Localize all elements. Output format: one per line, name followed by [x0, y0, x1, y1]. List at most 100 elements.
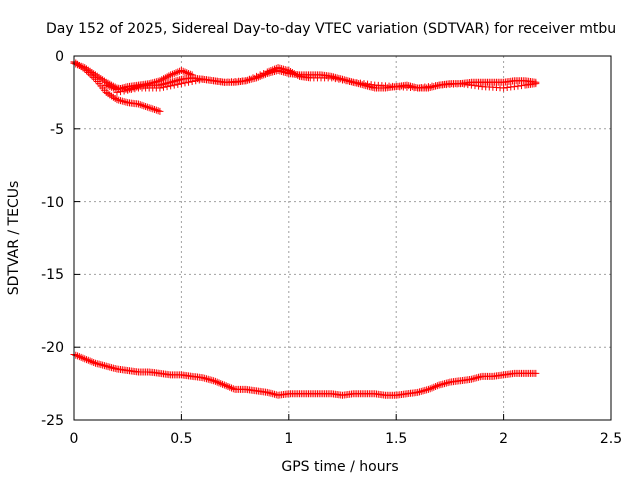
- data-point: [72, 351, 80, 359]
- data-point: [93, 72, 101, 80]
- data-point: [90, 70, 98, 78]
- data-point: [84, 356, 92, 364]
- data-point: [152, 106, 160, 114]
- x-tick-label: 1: [284, 431, 293, 447]
- data-point: [342, 77, 350, 85]
- x-tick-labels: 0 0.5 1 1.5 2 2.5: [70, 431, 623, 447]
- data-point: [102, 88, 110, 96]
- data-point: [170, 69, 178, 77]
- data-point: [74, 61, 82, 69]
- data-point: [188, 77, 196, 85]
- data-point: [267, 67, 275, 75]
- data-point: [156, 84, 164, 92]
- data-point: [83, 356, 91, 364]
- data-point: [102, 78, 110, 86]
- data-point: [91, 71, 99, 79]
- data-point: [428, 384, 436, 392]
- data-point: [81, 355, 89, 363]
- data-point: [346, 77, 354, 85]
- data-point: [185, 78, 193, 86]
- data-point: [97, 75, 105, 83]
- data-point: [270, 65, 278, 73]
- data-point: [220, 381, 228, 389]
- x-tick-label: 1.5: [385, 431, 407, 447]
- y-tick-label: 0: [55, 49, 64, 65]
- data-point: [88, 69, 96, 77]
- data-point: [213, 378, 221, 386]
- data-point: [83, 65, 91, 73]
- data-point: [290, 69, 298, 77]
- data-point: [294, 71, 302, 79]
- data-point: [108, 81, 116, 89]
- data-point: [179, 67, 187, 75]
- data-point: [149, 105, 157, 113]
- data-point: [77, 62, 85, 70]
- data-point: [90, 358, 98, 366]
- data-point: [156, 107, 164, 115]
- data-point: [265, 67, 273, 75]
- x-tick-label: 2.5: [600, 431, 622, 447]
- data-point: [88, 358, 96, 366]
- data-point: [140, 102, 148, 110]
- data-point: [106, 91, 114, 99]
- data-point: [165, 72, 173, 80]
- data-point: [145, 104, 153, 112]
- x-axis-label: GPS time / hours: [281, 459, 398, 475]
- data-point: [228, 384, 236, 392]
- y-tick-labels: 0 -5 -10 -15 -20 -25: [41, 49, 64, 429]
- y-tick-label: -5: [50, 122, 64, 138]
- data-point: [219, 380, 227, 388]
- data-point: [74, 352, 82, 360]
- data-point: [108, 92, 116, 100]
- data-point: [154, 107, 162, 115]
- data-point: [86, 357, 94, 365]
- data-point: [242, 77, 250, 85]
- data-point: [249, 74, 257, 82]
- data-point: [226, 383, 234, 391]
- data-point: [285, 67, 293, 75]
- data-point: [167, 71, 175, 79]
- data-point: [192, 77, 200, 85]
- data-point: [253, 72, 261, 80]
- data-point: [109, 82, 117, 90]
- data-point: [142, 102, 150, 110]
- data-point: [160, 83, 167, 91]
- data-point: [143, 103, 151, 111]
- data-point: [269, 66, 277, 74]
- data-point: [167, 82, 175, 90]
- data-point: [136, 101, 144, 109]
- data-point: [131, 85, 139, 93]
- data-point: [339, 76, 346, 84]
- data-point: [113, 88, 121, 96]
- data-point: [117, 88, 125, 96]
- data-point: [245, 75, 253, 83]
- data-point: [111, 83, 119, 91]
- data-point: [222, 382, 230, 390]
- data-point: [86, 67, 94, 75]
- data-point: [151, 106, 159, 114]
- y-tick-label: -25: [41, 413, 64, 429]
- data-point: [215, 379, 223, 387]
- data-point: [210, 377, 218, 385]
- data-point: [229, 385, 237, 393]
- data-point: [72, 60, 80, 68]
- data-point: [163, 73, 171, 81]
- plot-frame: [73, 55, 612, 421]
- data-point: [177, 80, 185, 88]
- y-tick-label: -20: [41, 340, 64, 356]
- data-point: [106, 80, 114, 88]
- data-point: [127, 85, 135, 93]
- data-point: [138, 101, 146, 109]
- data-point: [292, 70, 300, 78]
- data-point: [100, 77, 108, 85]
- data-point: [174, 68, 182, 76]
- data-point: [433, 382, 441, 390]
- data-point: [177, 67, 185, 75]
- data-point: [109, 93, 117, 101]
- data-point: [287, 68, 295, 76]
- data-point: [124, 86, 132, 94]
- data-point: [424, 385, 432, 393]
- data-points: [70, 58, 540, 399]
- data-point: [75, 61, 83, 69]
